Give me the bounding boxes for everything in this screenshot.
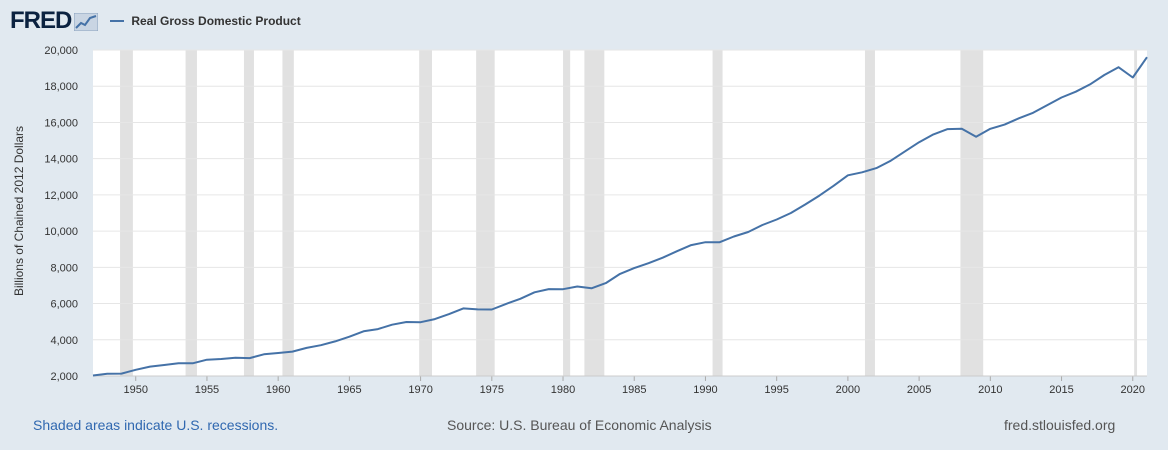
fred-logo[interactable]: FRED xyxy=(10,7,72,34)
y-tick-label: 18,000 xyxy=(44,81,78,93)
x-tick-label: 1995 xyxy=(764,384,788,396)
series-line-real-gdp xyxy=(92,56,1148,377)
recession-band xyxy=(243,50,254,376)
x-tick-label: 2020 xyxy=(1121,384,1145,396)
x-tick-label: 1950 xyxy=(123,384,147,396)
x-tick-label: 1980 xyxy=(551,384,575,396)
y-tick-label: 8,000 xyxy=(50,262,78,274)
legend: Real Gross Domestic Product xyxy=(110,14,301,28)
recession-band xyxy=(712,50,723,376)
x-tick-label: 1990 xyxy=(693,384,717,396)
y-tick-label: 12,000 xyxy=(44,190,78,202)
recession-band xyxy=(864,50,875,376)
y-axis-label: Billions of Chained 2012 Dollars xyxy=(12,125,26,297)
recession-band xyxy=(185,50,197,376)
x-tick-label: 1985 xyxy=(622,384,646,396)
recession-band xyxy=(120,50,133,376)
x-tick-label: 2015 xyxy=(1049,384,1073,396)
x-tick-label: 2000 xyxy=(836,384,860,396)
source-text: Source: U.S. Bureau of Economic Analysis xyxy=(447,417,712,433)
legend-series-label[interactable]: Real Gross Domestic Product xyxy=(131,14,301,28)
x-tick-label: 2005 xyxy=(907,384,931,396)
x-tick-label: 1975 xyxy=(480,384,504,396)
x-tick-label: 1955 xyxy=(195,384,219,396)
recession-band xyxy=(563,50,571,376)
recession-band xyxy=(282,50,294,376)
y-tick-label: 20,000 xyxy=(44,45,78,57)
recession-band xyxy=(584,50,605,376)
y-tick-label: 14,000 xyxy=(44,154,78,166)
x-tick-label: 2010 xyxy=(978,384,1002,396)
y-tick-label: 4,000 xyxy=(50,335,78,347)
y-tick-label: 16,000 xyxy=(44,117,78,129)
y-tick-label: 10,000 xyxy=(44,226,78,238)
x-tick-label: 1960 xyxy=(266,384,290,396)
x-tick-label: 1965 xyxy=(337,384,361,396)
y-tick-label: 6,000 xyxy=(50,299,78,311)
fred-graph-icon xyxy=(74,13,99,31)
recession-band xyxy=(960,50,984,376)
header: FRED Real Gross Domestic Product xyxy=(10,6,301,36)
y-tick-label: 2,000 xyxy=(50,371,78,383)
recession-band xyxy=(476,50,495,376)
recession-band xyxy=(1134,50,1138,376)
legend-line-swatch xyxy=(110,20,125,22)
x-tick-label: 1970 xyxy=(408,384,432,396)
recession-note-link[interactable]: Shaded areas indicate U.S. recessions. xyxy=(33,417,279,433)
site-text: fred.stlouisfed.org xyxy=(1004,417,1116,433)
recession-band xyxy=(419,50,432,376)
